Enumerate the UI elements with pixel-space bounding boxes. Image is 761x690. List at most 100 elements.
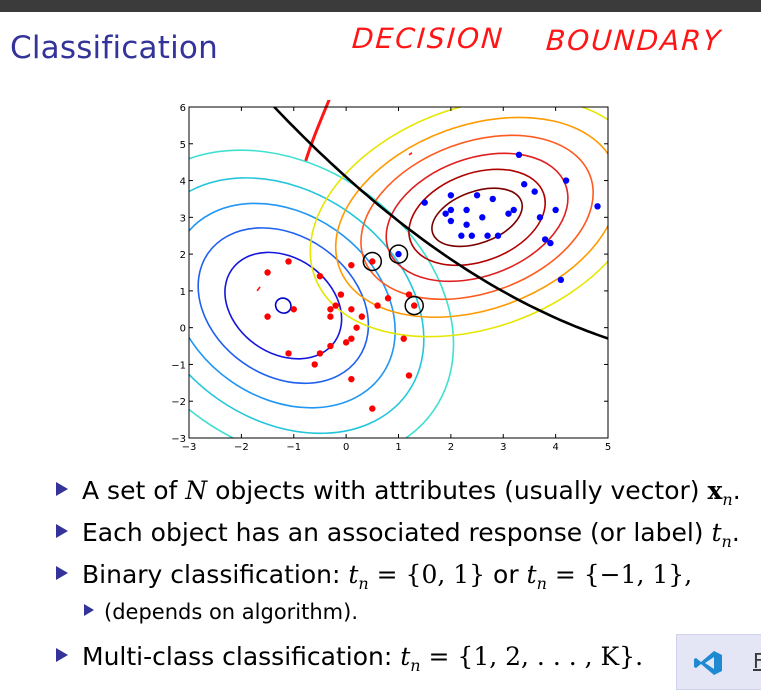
slide-title: Classification xyxy=(10,30,218,66)
blue-point xyxy=(479,214,486,221)
red-point xyxy=(369,258,376,265)
blue-point xyxy=(484,232,491,239)
bullet-marker xyxy=(56,566,68,580)
contour-class-b xyxy=(431,187,524,248)
red-point xyxy=(348,306,355,313)
handwritten-boundary: BOUNDARY xyxy=(544,24,724,57)
circled-point-marker xyxy=(362,251,383,272)
blue-point xyxy=(510,206,517,214)
handwritten-decision: DECISION xyxy=(350,22,506,55)
red-point xyxy=(400,335,407,342)
bullet-marker xyxy=(56,648,68,662)
x-tick-label: 4 xyxy=(552,442,558,453)
x-tick-label: 2 xyxy=(448,442,454,453)
y-tick-label: −3 xyxy=(171,434,186,445)
contour-class-b xyxy=(309,107,608,338)
classification-plot: −3 −2 −1 0 1 2 3 4 5 −3 −2 −1 0 1 2 3 4 5 6 xyxy=(171,100,611,453)
red-point xyxy=(316,350,324,357)
bullet-4: Multi-class classification: tn = {1, 2, … xyxy=(56,642,643,675)
x-tick-label: −3 xyxy=(182,442,197,453)
red-point xyxy=(337,291,345,298)
red-point xyxy=(264,313,271,320)
decision-boundary-line xyxy=(272,107,608,340)
x-tick-label: 5 xyxy=(605,442,611,453)
red-point xyxy=(353,324,360,331)
red-point xyxy=(332,302,339,309)
annotation-tick xyxy=(408,152,413,156)
blue-point xyxy=(473,192,481,199)
red-point xyxy=(384,295,392,302)
blue-point xyxy=(468,232,476,239)
plot-frame xyxy=(188,106,609,439)
red-point xyxy=(327,313,334,320)
red-point xyxy=(411,302,418,309)
x-tick-label: 1 xyxy=(395,442,401,453)
blue-point xyxy=(541,236,549,243)
bullet-1: A set of N objects with attributes (usua… xyxy=(56,476,741,509)
y-tick-label: 1 xyxy=(180,287,186,298)
circled-point-marker xyxy=(404,295,424,316)
contour-class-b xyxy=(408,168,546,267)
blue-point xyxy=(494,232,502,239)
vscode-icon xyxy=(694,651,722,675)
red-point xyxy=(327,306,334,313)
y-tick-label: 3 xyxy=(180,213,186,224)
blue-point xyxy=(447,192,455,199)
contour-class-a xyxy=(274,297,292,314)
annotation-arrow xyxy=(304,100,331,162)
contour-class-a xyxy=(189,177,425,435)
red-point xyxy=(374,302,381,309)
red-point xyxy=(358,313,366,320)
red-point xyxy=(342,339,350,346)
blue-point xyxy=(447,217,455,225)
vscode-taskbar-button[interactable]: F xyxy=(676,634,761,690)
blue-point xyxy=(547,239,554,247)
contour-class-a xyxy=(197,227,370,385)
red-point xyxy=(311,361,318,368)
blue-point xyxy=(521,181,528,188)
plot-content xyxy=(189,107,608,438)
blue-point xyxy=(531,188,538,195)
blue-point xyxy=(562,177,570,184)
sub-bullet-marker xyxy=(84,604,94,616)
x-tick-label: −1 xyxy=(286,442,301,453)
blue-point xyxy=(447,206,455,214)
red-point xyxy=(348,375,355,383)
y-tick-label: 6 xyxy=(180,103,186,114)
bullet-3: Binary classification: tn = {0, 1} or tn… xyxy=(56,560,692,593)
contour-class-b xyxy=(360,134,594,301)
red-point xyxy=(348,335,355,342)
red-point xyxy=(405,372,413,379)
contour-class-a xyxy=(224,251,343,360)
red-point xyxy=(285,350,292,357)
blue-point xyxy=(552,206,559,214)
blue-point xyxy=(442,210,449,217)
y-tick-label: 0 xyxy=(180,324,186,335)
top-bar xyxy=(0,0,761,12)
y-tick-label: 4 xyxy=(180,177,186,188)
blue-point xyxy=(463,221,470,228)
y-tick-label: 5 xyxy=(180,140,186,151)
blue-point xyxy=(536,214,544,221)
contour-class-a xyxy=(189,202,396,409)
x-tick-label: −2 xyxy=(234,442,249,453)
x-tick-label: 3 xyxy=(500,442,506,453)
y-tick-label: −1 xyxy=(171,360,186,371)
bullet-3-sub: (depends on algorithm). xyxy=(84,600,358,624)
blue-point xyxy=(515,151,523,159)
bullet-2: Each object has an associated response (… xyxy=(56,518,740,551)
blue-point xyxy=(395,250,402,258)
blue-point xyxy=(505,210,512,217)
y-tick-label: 2 xyxy=(180,250,186,261)
red-point xyxy=(316,272,324,280)
blue-point xyxy=(421,199,428,206)
blue-point xyxy=(458,232,465,239)
x-tick-label: 0 xyxy=(343,442,349,453)
blue-point xyxy=(489,195,496,203)
red-point xyxy=(327,342,334,350)
red-point xyxy=(285,258,292,265)
contour-class-b xyxy=(334,116,608,319)
red-point xyxy=(290,306,297,313)
bullet-marker xyxy=(56,524,68,538)
blue-point xyxy=(594,203,601,210)
